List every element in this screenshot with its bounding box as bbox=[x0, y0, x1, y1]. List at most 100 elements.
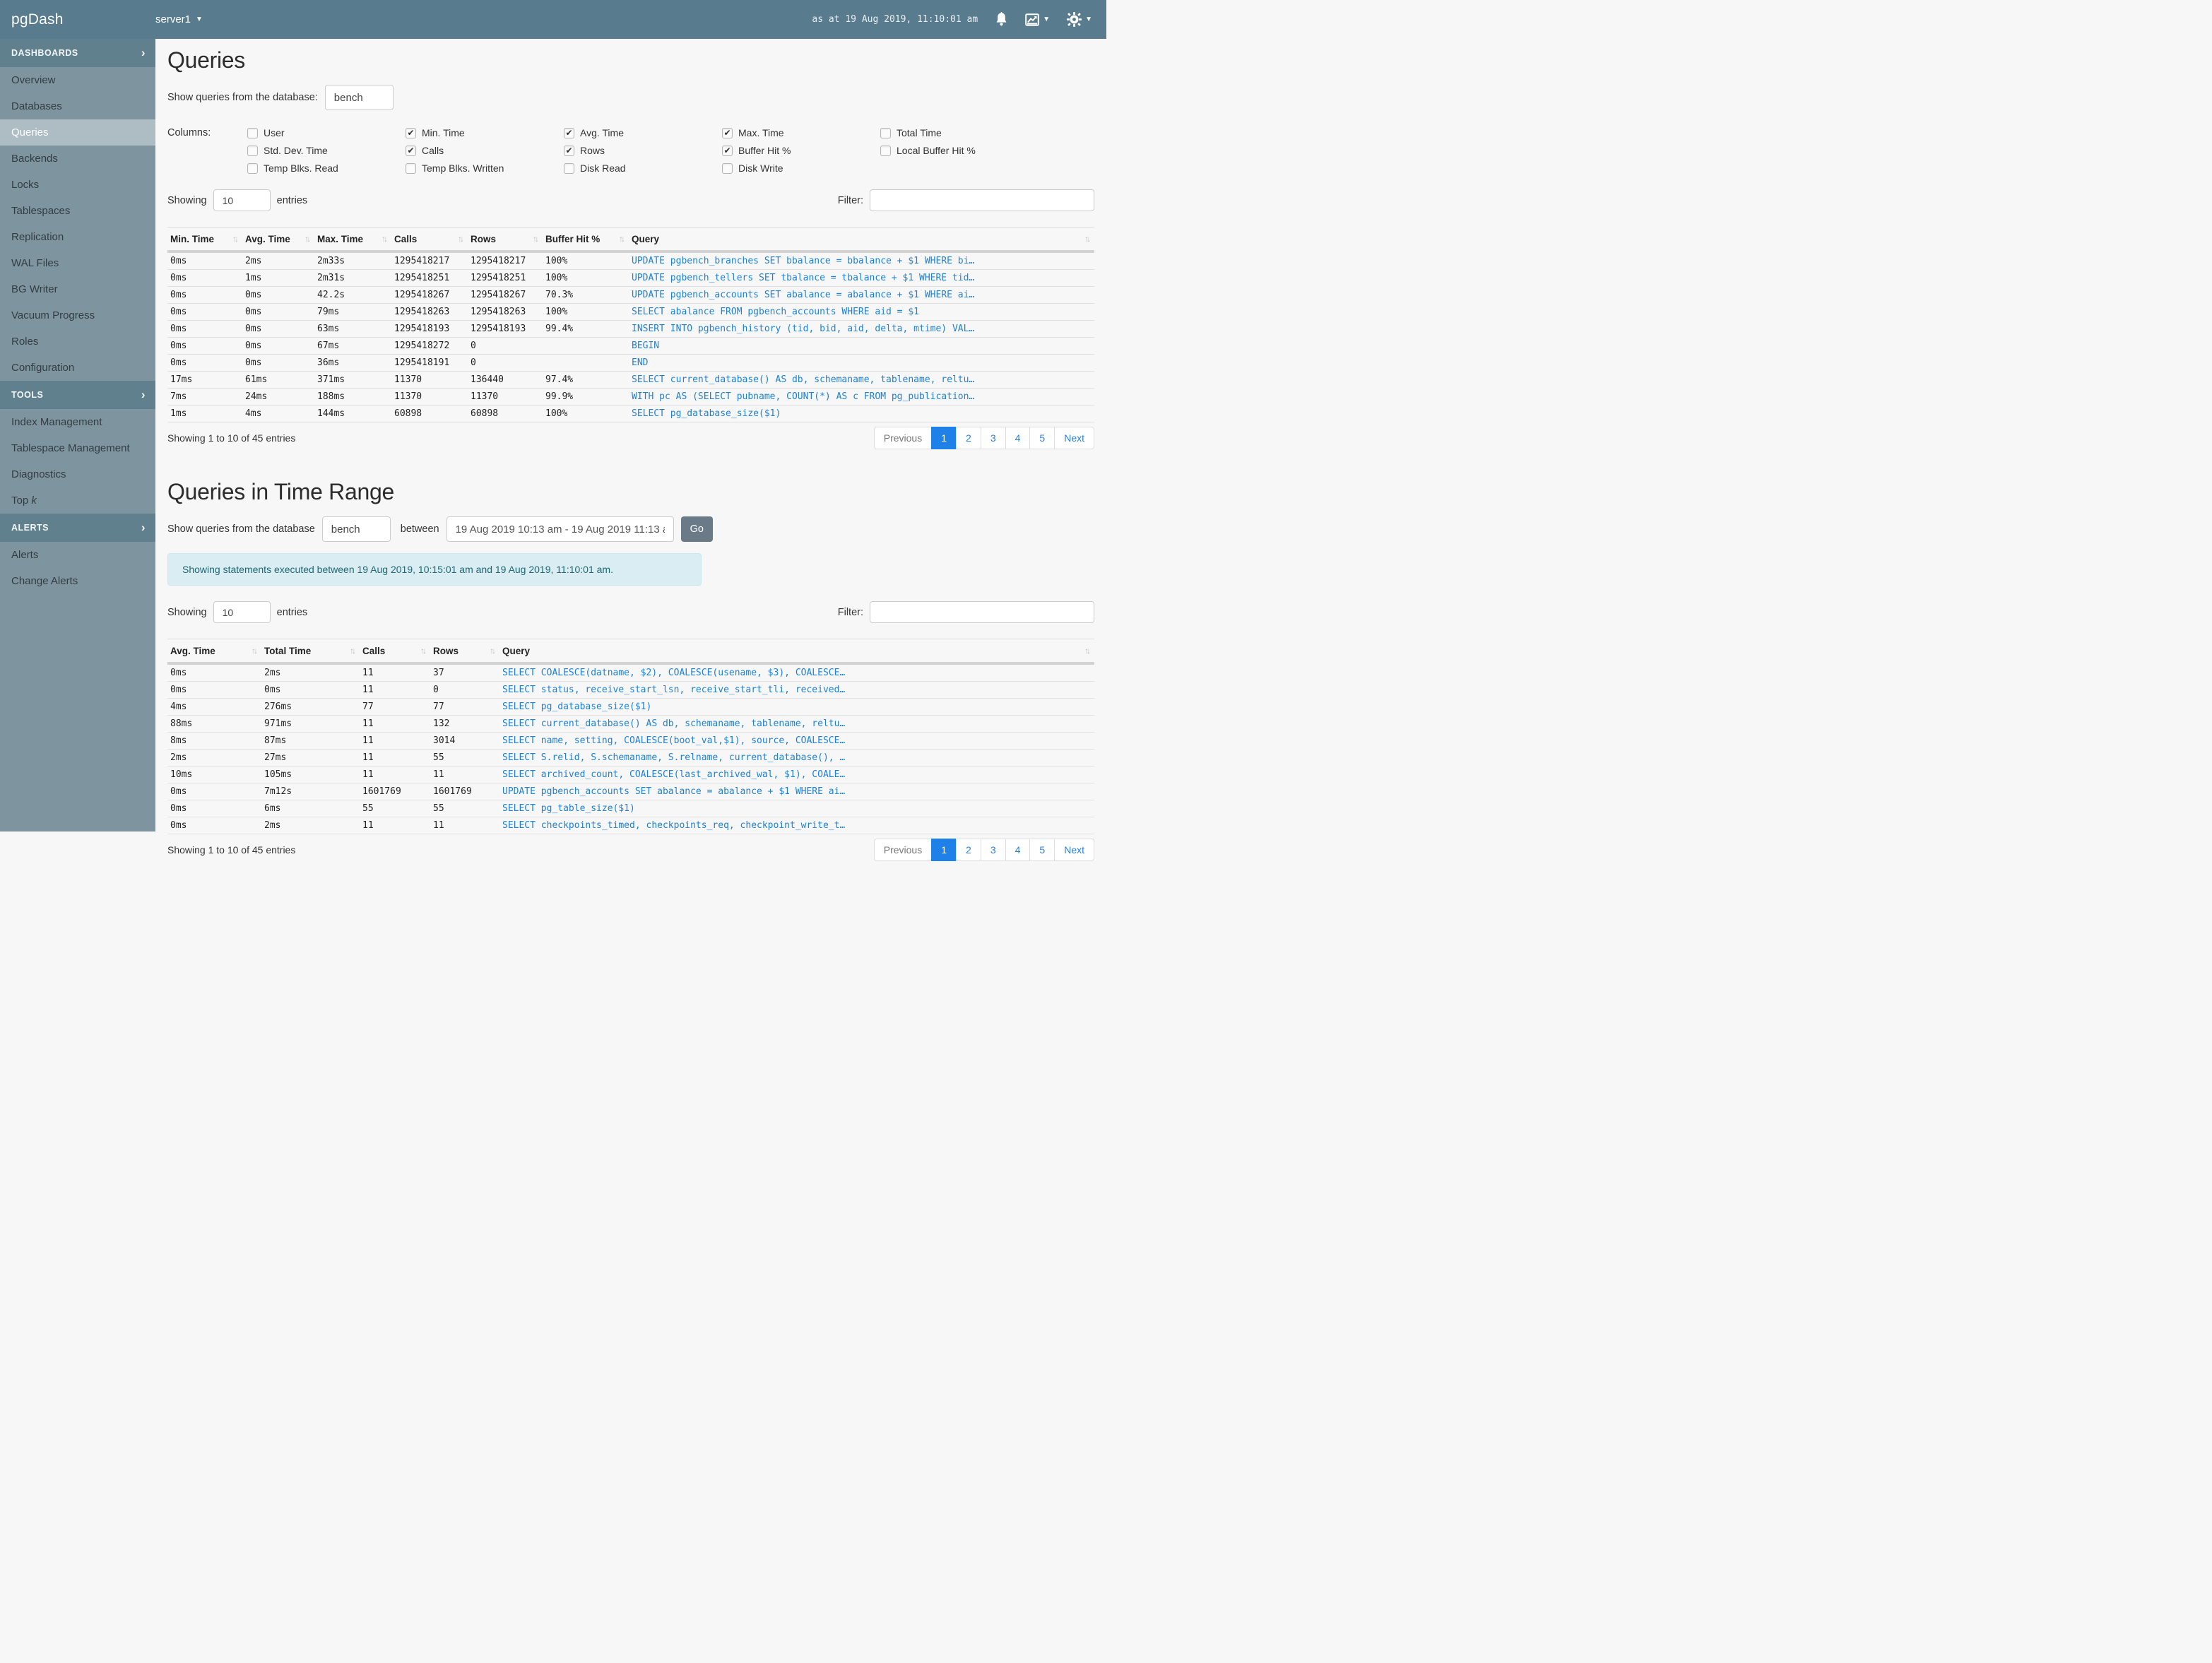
sidebar-item-tablespace-management[interactable]: Tablespace Management bbox=[11, 442, 130, 454]
sidebar-section-tools[interactable]: TOOLS › bbox=[0, 381, 155, 409]
server-dropdown[interactable]: server1 ▼ bbox=[155, 13, 203, 25]
sidebar-item-tablespaces[interactable]: Tablespaces bbox=[11, 205, 71, 217]
query-link[interactable]: SELECT name, setting, COALESCE(boot_val,… bbox=[499, 732, 1094, 750]
cell-rows: 11370 bbox=[468, 388, 543, 406]
sidebar-item-backends[interactable]: Backends bbox=[11, 153, 58, 165]
query-link[interactable]: SELECT current_database() AS db, scheman… bbox=[499, 715, 1094, 733]
column-header-calls[interactable]: Calls ↑↓ bbox=[391, 227, 468, 253]
database-input-2[interactable] bbox=[321, 516, 391, 542]
query-link[interactable]: UPDATE pgbench_branches SET bbalance = b… bbox=[629, 251, 1094, 270]
query-link[interactable]: SELECT S.relid, S.schemaname, S.relname,… bbox=[499, 749, 1094, 767]
column-header-query[interactable]: Query ↑↓ bbox=[499, 639, 1094, 665]
sidebar-section-alerts[interactable]: ALERTS › bbox=[0, 514, 155, 542]
sidebar-item-queries[interactable]: Queries bbox=[0, 119, 155, 146]
query-link[interactable]: UPDATE pgbench_tellers SET tbalance = tb… bbox=[629, 269, 1094, 287]
sidebar-item-top-k[interactable]: Top k bbox=[11, 495, 37, 507]
column-header-avg-time[interactable]: Avg. Time ↑↓ bbox=[167, 639, 261, 665]
sidebar-item-configuration[interactable]: Configuration bbox=[11, 362, 75, 374]
sidebar-item-vacuum-progress[interactable]: Vacuum Progress bbox=[11, 309, 95, 321]
sidebar-item-index-management[interactable]: Index Management bbox=[11, 416, 102, 428]
column-header-buffer-hit[interactable]: Buffer Hit % ↑↓ bbox=[543, 227, 629, 253]
sidebar-item-replication[interactable]: Replication bbox=[11, 231, 64, 243]
query-link[interactable]: SELECT pg_database_size($1) bbox=[629, 405, 1094, 422]
column-header-min-time[interactable]: Min. Time ↑↓ bbox=[167, 227, 242, 253]
next-page-button[interactable]: Next bbox=[1054, 839, 1094, 861]
query-link[interactable]: SELECT archived_count, COALESCE(last_arc… bbox=[499, 766, 1094, 783]
sidebar-item-diagnostics[interactable]: Diagnostics bbox=[11, 468, 66, 480]
sidebar-item-roles[interactable]: Roles bbox=[11, 336, 39, 348]
column-header-rows[interactable]: Rows ↑↓ bbox=[468, 227, 543, 253]
sidebar-item-locks[interactable]: Locks bbox=[11, 179, 40, 191]
checkbox-calls[interactable]: ✔ Calls bbox=[406, 145, 564, 156]
cell-rows: 37 bbox=[430, 663, 499, 682]
sidebar-item-overview[interactable]: Overview bbox=[11, 74, 56, 86]
settings-menu-button[interactable]: ▼ bbox=[1067, 12, 1092, 27]
column-header-avg-time[interactable]: Avg. Time ↑↓ bbox=[242, 227, 314, 253]
cell-rows: 55 bbox=[430, 800, 499, 817]
query-link[interactable]: WITH pc AS (SELECT pubname, COUNT(*) AS … bbox=[629, 388, 1094, 406]
column-header-query[interactable]: Query ↑↓ bbox=[629, 227, 1094, 253]
checkbox-disk-read[interactable]: Disk Read bbox=[564, 162, 722, 174]
sidebar-item-alerts[interactable]: Alerts bbox=[11, 549, 39, 561]
column-header-max-time[interactable]: Max. Time ↑↓ bbox=[314, 227, 391, 253]
page-button-5[interactable]: 5 bbox=[1029, 839, 1055, 861]
filter-input[interactable] bbox=[870, 189, 1094, 211]
checkbox-temp-blks-read[interactable]: Temp Blks. Read bbox=[247, 162, 406, 174]
checkbox-rows[interactable]: ✔ Rows bbox=[564, 145, 722, 156]
query-link[interactable]: UPDATE pgbench_accounts SET abalance = a… bbox=[629, 286, 1094, 304]
sidebar-item-wal-files[interactable]: WAL Files bbox=[11, 257, 59, 269]
page-button-5[interactable]: 5 bbox=[1029, 427, 1055, 449]
sidebar-item-bg-writer[interactable]: BG Writer bbox=[11, 283, 58, 295]
entries-count-input-2[interactable] bbox=[213, 601, 271, 623]
filter-input-2[interactable] bbox=[870, 601, 1094, 623]
charts-menu-button[interactable]: ▼ bbox=[1025, 13, 1050, 26]
column-header-rows[interactable]: Rows ↑↓ bbox=[430, 639, 499, 665]
page-button-2[interactable]: 2 bbox=[956, 427, 981, 449]
checked-checkbox-icon: ✔ bbox=[564, 145, 574, 156]
time-range-input[interactable] bbox=[446, 516, 674, 542]
page-button-3[interactable]: 3 bbox=[980, 427, 1006, 449]
query-link[interactable]: END bbox=[629, 354, 1094, 372]
page-button-1[interactable]: 1 bbox=[931, 427, 957, 449]
previous-page-button[interactable]: Previous bbox=[873, 839, 933, 861]
page-button-4[interactable]: 4 bbox=[1005, 427, 1031, 449]
sidebar-section-dashboards[interactable]: DASHBOARDS › bbox=[0, 39, 155, 67]
checkbox-max-time[interactable]: ✔ Max. Time bbox=[722, 127, 880, 138]
go-button[interactable]: Go bbox=[680, 516, 713, 542]
checkbox-avg-time[interactable]: ✔ Avg. Time bbox=[564, 127, 722, 138]
sidebar-item-change-alerts[interactable]: Change Alerts bbox=[11, 575, 78, 587]
query-link[interactable]: SELECT abalance FROM pgbench_accounts WH… bbox=[629, 303, 1094, 321]
checkbox-user[interactable]: User bbox=[247, 127, 406, 138]
next-page-button[interactable]: Next bbox=[1054, 427, 1094, 449]
query-link[interactable]: UPDATE pgbench_accounts SET abalance = a… bbox=[499, 783, 1094, 800]
column-header-calls[interactable]: Calls ↑↓ bbox=[360, 639, 430, 665]
query-link[interactable]: SELECT COALESCE(datname, $2), COALESCE(u… bbox=[499, 663, 1094, 682]
column-header-total-time[interactable]: Total Time ↑↓ bbox=[261, 639, 360, 665]
notifications-button[interactable] bbox=[995, 12, 1008, 27]
sidebar-section-label: ALERTS bbox=[11, 523, 49, 533]
checkbox-temp-blks-written[interactable]: Temp Blks. Written bbox=[406, 162, 564, 174]
page-button-4[interactable]: 4 bbox=[1005, 839, 1031, 861]
checkbox-disk-write[interactable]: Disk Write bbox=[722, 162, 880, 174]
entries-count-input[interactable] bbox=[213, 189, 271, 211]
query-link[interactable]: SELECT checkpoints_timed, checkpoints_re… bbox=[499, 817, 1094, 834]
query-link[interactable]: INSERT INTO pgbench_history (tid, bid, a… bbox=[629, 320, 1094, 338]
sidebar-item-databases[interactable]: Databases bbox=[11, 100, 62, 112]
previous-page-button[interactable]: Previous bbox=[873, 427, 933, 449]
page-button-2[interactable]: 2 bbox=[956, 839, 981, 861]
checkbox-local-buffer-hit[interactable]: Local Buffer Hit % bbox=[880, 145, 1039, 156]
cell-avg-time: 0ms bbox=[167, 783, 261, 800]
page-button-3[interactable]: 3 bbox=[980, 839, 1006, 861]
checkbox-std-dev-time[interactable]: Std. Dev. Time bbox=[247, 145, 406, 156]
column-header-label: Min. Time bbox=[170, 234, 215, 244]
database-input[interactable] bbox=[324, 85, 394, 110]
query-link[interactable]: SELECT pg_database_size($1) bbox=[499, 698, 1094, 716]
checkbox-min-time[interactable]: ✔ Min. Time bbox=[406, 127, 564, 138]
query-link[interactable]: BEGIN bbox=[629, 337, 1094, 355]
query-link[interactable]: SELECT status, receive_start_lsn, receiv… bbox=[499, 681, 1094, 699]
query-link[interactable]: SELECT pg_table_size($1) bbox=[499, 800, 1094, 817]
page-button-1[interactable]: 1 bbox=[931, 839, 957, 861]
checkbox-buffer-hit[interactable]: ✔ Buffer Hit % bbox=[722, 145, 880, 156]
query-link[interactable]: SELECT current_database() AS db, scheman… bbox=[629, 371, 1094, 389]
checkbox-total-time[interactable]: Total Time bbox=[880, 127, 1039, 138]
